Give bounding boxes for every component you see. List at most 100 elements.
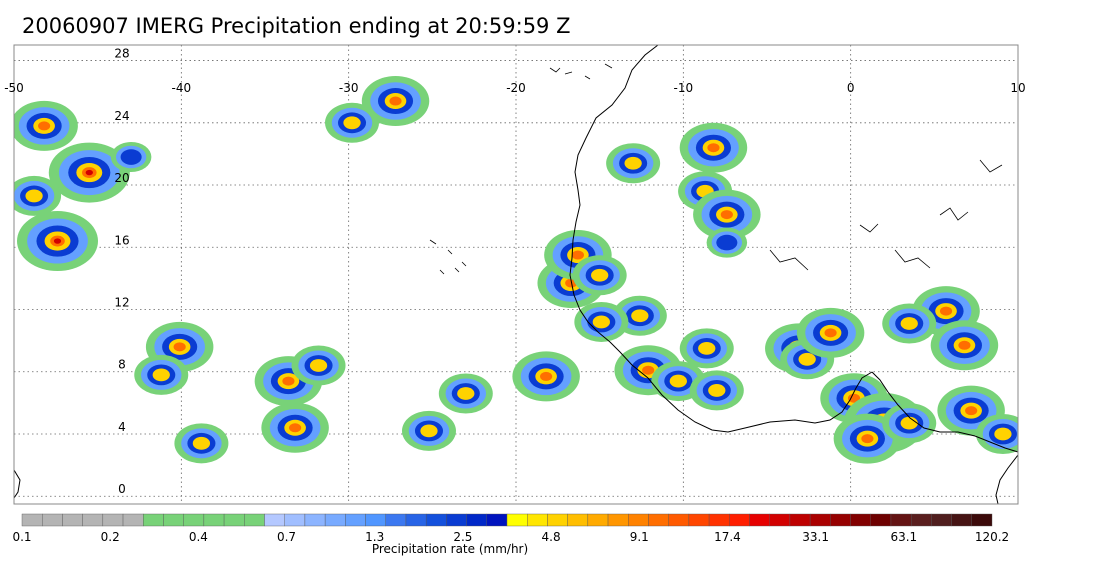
precipitation-cell — [720, 210, 733, 220]
colorbar-swatch — [870, 513, 892, 527]
colorbar-swatch — [82, 513, 104, 527]
precipitation-cell — [389, 96, 402, 106]
lat-tick-label: 28 — [114, 47, 129, 61]
colorbar-swatch — [607, 513, 629, 527]
precipitation-cell — [540, 371, 553, 381]
map-title: 20060907 IMERG Precipitation ending at 2… — [22, 14, 571, 38]
lat-tick-label: 24 — [114, 109, 129, 123]
lat-tick-label: 16 — [114, 233, 129, 247]
colorbar-title: Precipitation rate (mm/hr) — [372, 542, 528, 556]
lon-tick-label: -40 — [172, 81, 192, 95]
precipitation-cell — [631, 309, 649, 323]
colorbar-swatch — [688, 513, 710, 527]
precipitation-cell — [642, 365, 655, 375]
colorbar-swatch — [729, 513, 750, 527]
colorbar-swatch — [122, 513, 144, 527]
colorbar-tick-label: 33.1 — [802, 530, 829, 544]
colorbar-swatch — [506, 513, 528, 527]
colorbar-swatch — [547, 513, 568, 527]
colorbar-swatch — [21, 513, 43, 527]
colorbar-tick-label: 4.8 — [542, 530, 561, 544]
south-america-coast — [14, 469, 21, 499]
colorbar-swatch — [466, 513, 487, 527]
map-frame — [13, 44, 1019, 505]
precipitation-cell — [591, 268, 609, 282]
precipitation-cell — [53, 238, 62, 244]
colorbar-swatch — [527, 513, 548, 527]
lon-tick-label: -30 — [339, 81, 359, 95]
colorbar-swatch — [223, 513, 245, 527]
cape-verde-islands — [429, 239, 467, 275]
colorbar-swatch — [789, 513, 811, 527]
colorbar-swatch — [203, 513, 225, 527]
axis-labels: -50 -40 -30 -20 -10 0 10 0 4 8 12 16 20 24 28 — [4, 47, 1025, 497]
colorbar-tick-label: 1.3 — [365, 530, 384, 544]
precipitation-cell — [847, 393, 861, 403]
precipitation-cell — [965, 406, 978, 416]
lat-tick-label: 0 — [118, 482, 126, 496]
lat-tick-label: 12 — [114, 296, 129, 310]
precipitation-cell — [707, 143, 720, 153]
lat-tick-label: 8 — [118, 358, 126, 372]
colorbar-tick-label: 17.4 — [714, 530, 741, 544]
colorbar-swatch — [628, 513, 649, 527]
colorbar-swatch — [183, 513, 205, 527]
colorbar-swatch — [951, 513, 972, 527]
lat-tick-label: 20 — [114, 171, 129, 185]
lon-tick-label: -10 — [674, 81, 694, 95]
colorbar-swatch — [345, 513, 366, 527]
precipitation-cell — [900, 416, 918, 430]
lat-tick-label: 4 — [118, 420, 126, 434]
lon-tick-label: -50 — [4, 81, 24, 95]
colorbar-swatch — [910, 513, 932, 527]
africa-coastline — [569, 45, 873, 433]
precipitation-cell — [343, 116, 361, 130]
colorbar-tick-label: 120.2 — [975, 530, 1009, 544]
colorbar-swatch — [405, 513, 427, 527]
colorbar-tick-label: 0.1 — [12, 530, 31, 544]
precipitation-cell — [798, 352, 816, 366]
precipitation-cell — [669, 374, 687, 388]
colorbar-swatch — [567, 513, 589, 527]
colorbar-swatch — [365, 513, 386, 527]
colorbar-tick-label: 0.4 — [189, 530, 208, 544]
colorbar-tick-labels: 0.1 0.2 0.4 0.7 1.3 2.5 4.8 9.1 17.4 33.1 63.1 120.… — [12, 530, 1009, 544]
colorbar-swatch — [708, 513, 730, 527]
precipitation-cell — [120, 149, 142, 165]
colorbar-tick-label: 2.5 — [453, 530, 472, 544]
colorbar-swatch — [809, 513, 831, 527]
colorbar-swatch — [264, 513, 285, 527]
colorbar-swatch — [890, 513, 912, 527]
precipitation-cell — [173, 342, 186, 352]
colorbar-swatch — [324, 513, 346, 527]
precipitation-cell — [25, 189, 43, 203]
northeast-border-lines — [769, 159, 1003, 271]
colorbar-swatch — [102, 513, 124, 527]
colorbar-swatch — [42, 513, 63, 527]
gulf-coastline — [871, 371, 1018, 453]
southeast-coast — [995, 454, 1018, 504]
precipitation-field — [14, 76, 1018, 464]
colorbar-swatch — [769, 513, 791, 527]
colorbar-swatch — [304, 513, 326, 527]
colorbar-swatch — [648, 513, 669, 527]
colorbar-swatch — [425, 513, 447, 527]
colorbar-swatch — [385, 513, 407, 527]
colorbar-swatch — [587, 513, 609, 527]
colorbar-swatch — [62, 513, 83, 527]
precipitation-cell — [309, 359, 328, 372]
precipitation-cell — [457, 387, 475, 400]
precipitation-cell — [861, 434, 874, 444]
colorbar-swatch — [931, 513, 952, 527]
precipitation-cell — [192, 436, 211, 450]
colorbar-swatch — [830, 513, 851, 527]
precipitation-cell — [958, 340, 971, 350]
colorbar-swatch — [284, 513, 306, 527]
colorbar — [21, 513, 993, 527]
precipitation-cell — [698, 342, 716, 355]
precipitation-cell — [282, 376, 295, 386]
precipitation-cell — [824, 328, 837, 338]
lon-tick-label: 0 — [847, 81, 855, 95]
colorbar-tick-label: 0.7 — [277, 530, 296, 544]
